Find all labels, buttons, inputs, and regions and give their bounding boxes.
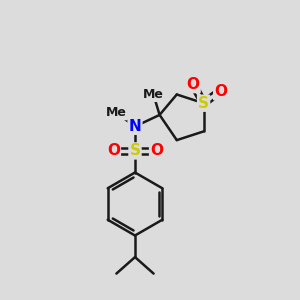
Text: O: O xyxy=(187,77,200,92)
Text: S: S xyxy=(130,143,140,158)
Text: S: S xyxy=(198,96,209,111)
Text: O: O xyxy=(107,143,120,158)
Text: N: N xyxy=(129,119,141,134)
Text: O: O xyxy=(150,143,163,158)
Text: Me: Me xyxy=(106,106,127,119)
Text: O: O xyxy=(214,84,227,99)
Text: Me: Me xyxy=(142,88,164,101)
